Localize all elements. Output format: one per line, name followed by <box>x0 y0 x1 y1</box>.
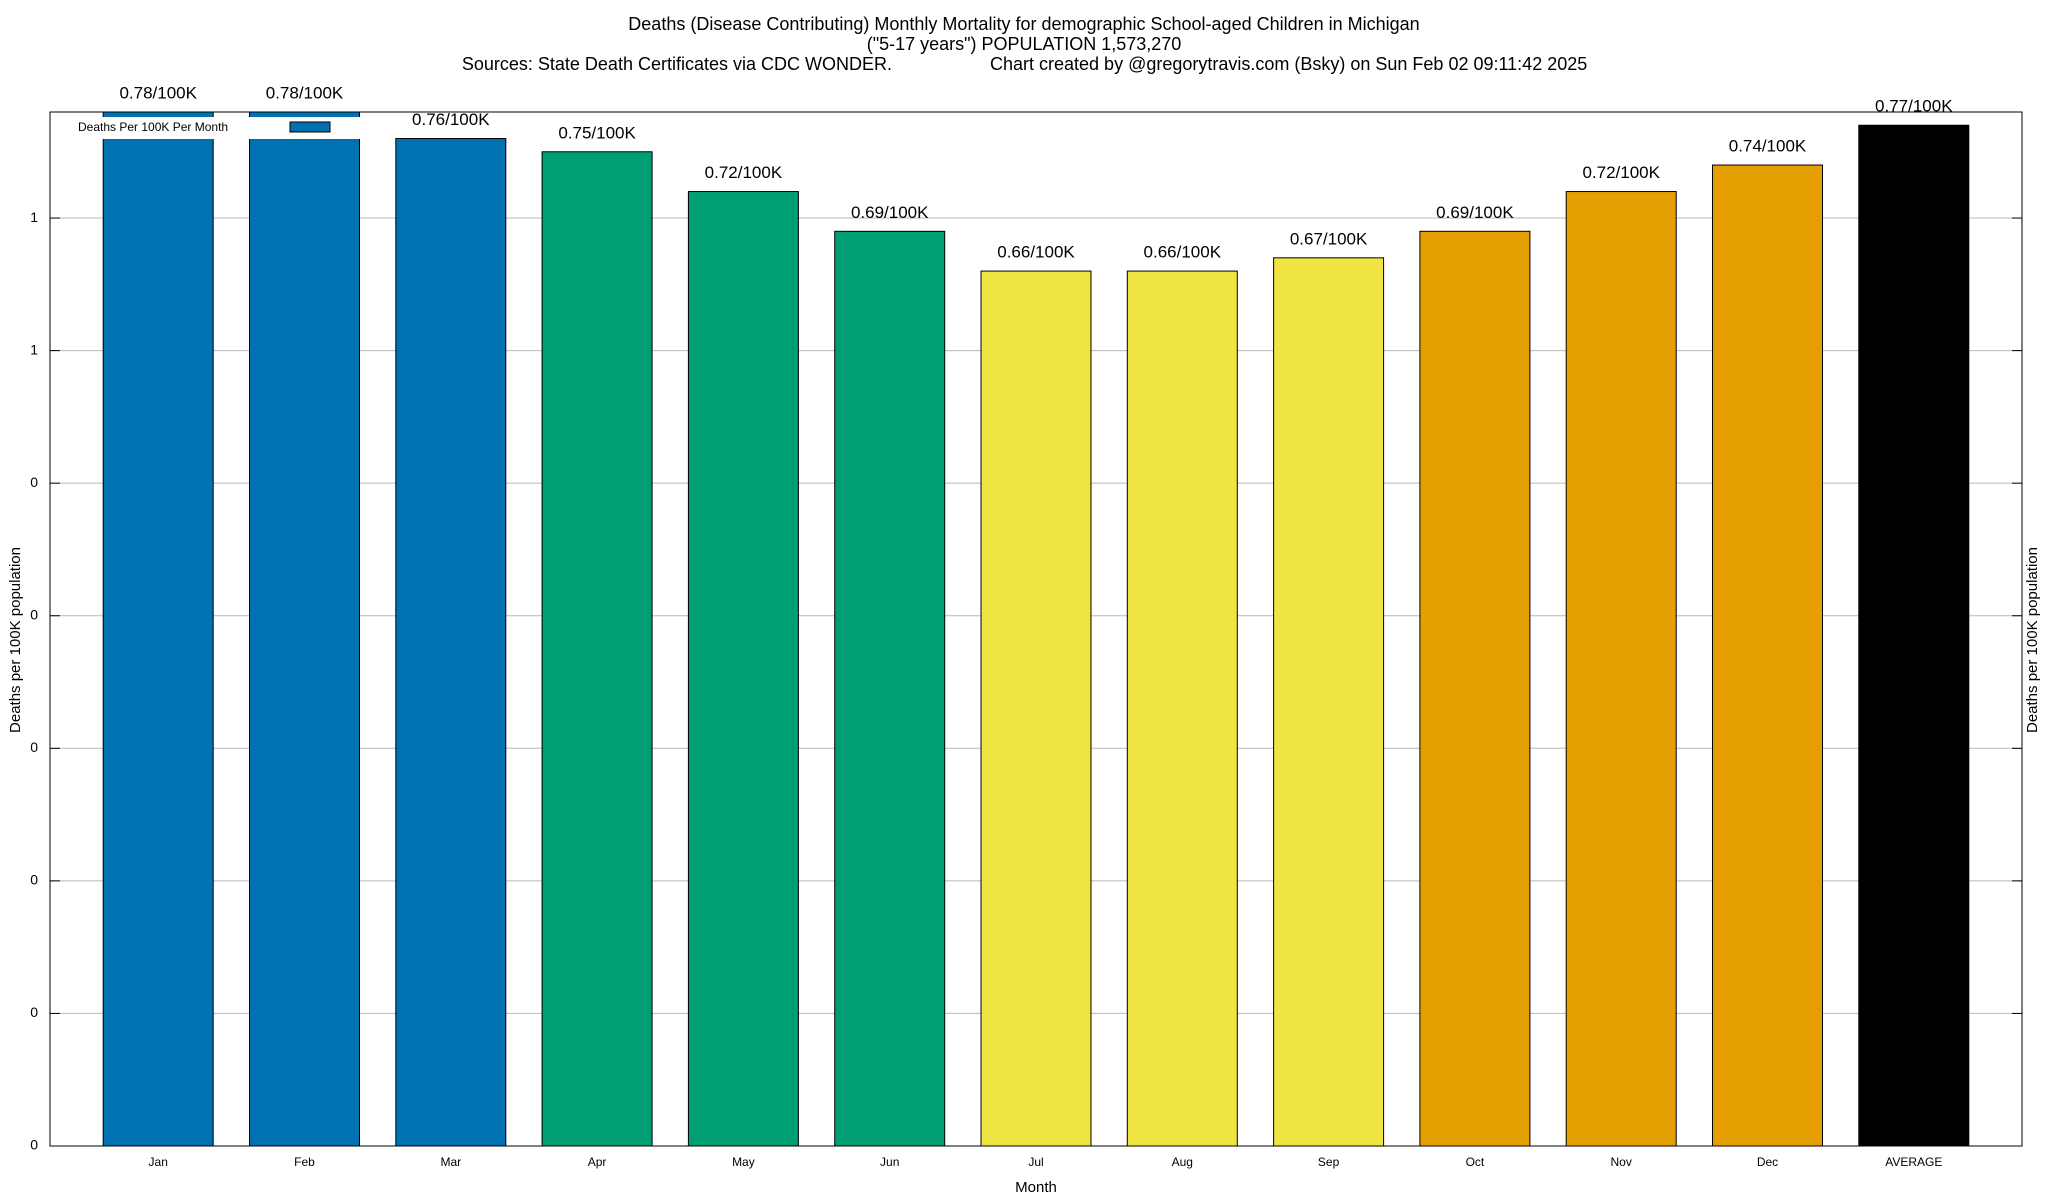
y-tick-label: 0 <box>30 1004 38 1020</box>
bar <box>687 191 799 1147</box>
y-tick-label: 0 <box>30 739 38 755</box>
y-axis-label: Deaths per 100K population <box>7 547 24 733</box>
y-tick-label: 0 <box>30 872 38 888</box>
x-tick-label: Nov <box>1611 1155 1632 1169</box>
value-label: 0.69/100K <box>1436 203 1514 222</box>
value-label: 0.66/100K <box>997 243 1075 262</box>
value-label: 0.76/100K <box>412 110 490 129</box>
value-label: 0.78/100K <box>266 83 344 102</box>
value-label: 0.74/100K <box>1729 137 1807 156</box>
x-tick-label: Mar <box>440 1155 461 1169</box>
bar <box>980 270 1092 1147</box>
bar <box>834 230 946 1147</box>
source-note: Sources: State Death Certificates via CD… <box>462 54 892 74</box>
x-tick-label: Jul <box>1028 1155 1043 1169</box>
value-label: 0.72/100K <box>1582 163 1660 182</box>
y-tick-label: 0 <box>30 606 38 622</box>
bar <box>541 151 653 1147</box>
bar <box>1126 270 1238 1147</box>
x-tick-label: AVERAGE <box>1885 1155 1942 1169</box>
x-tick-label: Jan <box>149 1155 168 1169</box>
y2-axis-label: Deaths per 100K population <box>2024 547 2041 733</box>
y-tick-label: 1 <box>30 341 38 357</box>
x-tick-label: Apr <box>588 1155 607 1169</box>
bar <box>1419 230 1531 1147</box>
bar <box>1273 257 1385 1147</box>
value-label: 0.66/100K <box>1144 243 1222 262</box>
y-tick-label: 1 <box>30 209 38 225</box>
bar <box>1858 124 1970 1147</box>
bar <box>395 138 507 1147</box>
y-tick-label: 0 <box>30 1137 38 1153</box>
x-tick-label: Sep <box>1318 1155 1340 1169</box>
x-axis-label: Month <box>1015 1179 1057 1196</box>
bar <box>1712 164 1823 1147</box>
chart-title: Deaths (Disease Contributing) Monthly Mo… <box>628 14 1419 34</box>
x-tick-label: Aug <box>1172 1155 1193 1169</box>
x-tick-label: May <box>732 1155 755 1169</box>
chart-subtitle: ("5-17 years") POPULATION 1,573,270 <box>867 34 1182 54</box>
x-tick-label: Oct <box>1466 1155 1485 1169</box>
x-tick-label: Dec <box>1757 1155 1778 1169</box>
legend-label: Deaths Per 100K Per Month <box>78 120 228 134</box>
bar <box>102 111 214 1147</box>
value-label: 0.67/100K <box>1290 229 1368 248</box>
value-label: 0.72/100K <box>705 163 783 182</box>
x-tick-label: Jun <box>880 1155 899 1169</box>
value-label: 0.69/100K <box>851 203 929 222</box>
legend-swatch <box>289 121 331 133</box>
bar <box>1565 191 1677 1147</box>
y-tick-label: 0 <box>30 474 38 490</box>
credit-note: Chart created by @gregorytravis.com (Bsk… <box>990 54 1587 74</box>
value-label: 0.77/100K <box>1875 97 1953 116</box>
bar <box>249 111 360 1147</box>
value-label: 0.78/100K <box>119 83 197 102</box>
value-label: 0.75/100K <box>558 123 636 142</box>
x-tick-label: Feb <box>294 1155 315 1169</box>
